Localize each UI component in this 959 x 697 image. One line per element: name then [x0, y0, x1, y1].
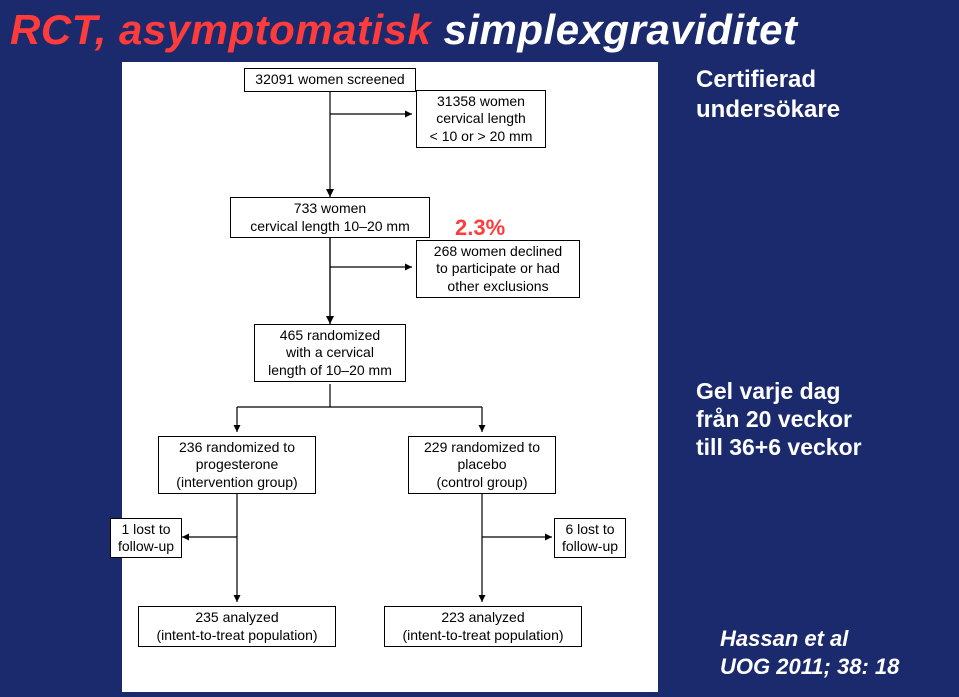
label-percent: 2.3% — [455, 215, 505, 241]
excl1-line3: < 10 or > 20 mm — [430, 128, 533, 146]
rand-line3: length of 10–20 mm — [268, 362, 392, 380]
rand-line2: with a cervical — [286, 344, 374, 362]
excl2-line2: to participate or had — [436, 260, 560, 278]
label-weeks: 19-23 weeks — [430, 68, 558, 94]
box-exclusion-criteria-1: 31358 women cervical length < 10 or > 20… — [416, 90, 546, 148]
box-analyzed-1: 235 analyzed (intent-to-treat population… — [138, 606, 336, 647]
label-gel-2: från 20 veckor — [696, 406, 852, 433]
flowchart-panel: 32091 women screened 31358 women cervica… — [122, 62, 658, 692]
excl1-line2: cervical length — [436, 110, 526, 128]
lost1-line1: 1 lost to — [121, 521, 170, 539]
box-lost-followup-2: 6 lost to follow-up — [554, 518, 626, 558]
plac-line3: (control group) — [436, 474, 527, 492]
citation-line1: Hassan et al — [720, 626, 848, 652]
an1-line2: (intent-to-treat population) — [156, 627, 317, 645]
lost1-line2: follow-up — [118, 538, 174, 556]
plac-line2: placebo — [457, 456, 506, 474]
excl1-line1: 31358 women — [437, 93, 525, 111]
box-screened: 32091 women screened — [244, 68, 416, 92]
lost2-line1: 6 lost to — [565, 521, 614, 539]
box-progesterone-arm: 236 randomized to progesterone (interven… — [158, 436, 316, 494]
cl1-line2: cervical length 10–20 mm — [250, 218, 410, 236]
label-gel-1: Gel varje dag — [696, 378, 840, 405]
box-analyzed-2: 223 analyzed (intent-to-treat population… — [384, 606, 582, 647]
an2-line2: (intent-to-treat population) — [402, 627, 563, 645]
label-cert-2: undersökare — [696, 96, 840, 124]
box-cl-10-20: 733 women cervical length 10–20 mm — [230, 197, 430, 238]
label-cert-1: Certifierad — [696, 66, 816, 94]
prog-line1: 236 randomized to — [179, 439, 295, 457]
box-placebo-arm: 229 randomized to placebo (control group… — [408, 436, 556, 494]
excl2-line1: 268 women declined — [434, 243, 562, 261]
lost2-line2: follow-up — [562, 538, 618, 556]
box-exclusion-criteria-2: 268 women declined to participate or had… — [416, 240, 580, 298]
prog-line3: (intervention group) — [176, 474, 297, 492]
box-randomized: 465 randomized with a cervical length of… — [254, 324, 406, 382]
box-lost-followup-1: 1 lost to follow-up — [110, 518, 182, 558]
page-title: RCT, asymptomatisk simplexgraviditet — [10, 6, 950, 54]
an2-line1: 223 analyzed — [441, 609, 524, 627]
excl2-line3: other exclusions — [447, 278, 548, 296]
rand-line1: 465 randomized — [280, 327, 380, 345]
cl1-line1: 733 women — [294, 200, 366, 218]
citation-line2: UOG 2011; 38: 18 — [720, 654, 899, 680]
an1-line1: 235 analyzed — [195, 609, 278, 627]
label-gel-3: till 36+6 veckor — [696, 434, 862, 461]
title-white: simplexgraviditet — [431, 6, 797, 53]
plac-line1: 229 randomized to — [424, 439, 540, 457]
title-red: RCT, asymptomatisk — [10, 6, 431, 53]
box-screened-text: 32091 women screened — [255, 71, 404, 89]
prog-line2: progesterone — [196, 456, 279, 474]
